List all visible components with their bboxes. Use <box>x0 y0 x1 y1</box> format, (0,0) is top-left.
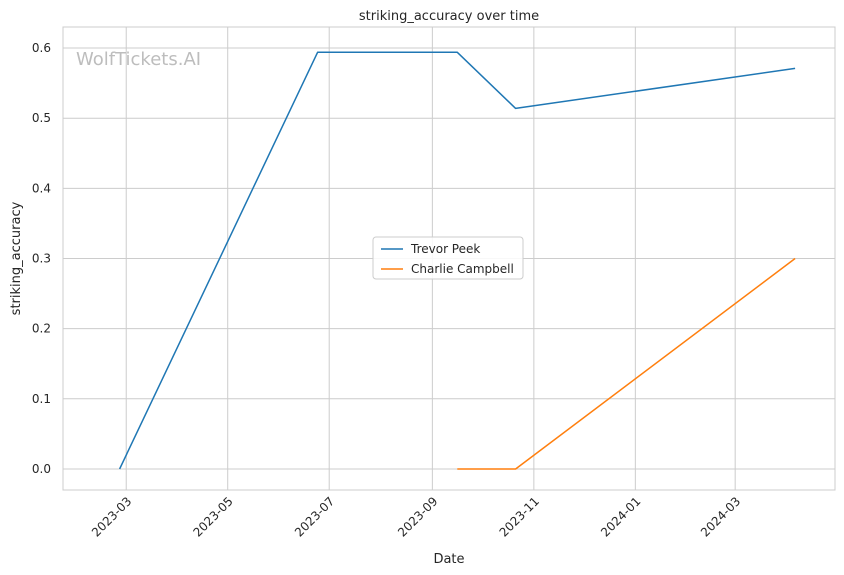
series-line <box>457 257 796 470</box>
y-tick-label: 0.4 <box>32 181 51 195</box>
series-line <box>118 51 796 470</box>
legend-box <box>372 236 524 280</box>
y-axis-ticks: 0.0 0.1 0.2 0.3 0.4 0.5 0.6 <box>32 41 51 476</box>
legend-entry: Charlie Campbell <box>411 262 514 276</box>
legend: Trevor Peek Charlie Campbell <box>372 236 524 280</box>
watermark: WolfTickets.AI <box>76 49 201 70</box>
y-tick-label: 0.6 <box>32 41 51 55</box>
chart-title: striking_accuracy over time <box>359 9 539 24</box>
legend-entry: Trevor Peek <box>410 242 480 256</box>
y-tick-label: 0.3 <box>32 252 51 266</box>
x-axis-label: Date <box>433 552 464 567</box>
y-tick-label: 0.0 <box>32 462 51 476</box>
plot-area-frame <box>62 26 836 491</box>
series-layer <box>118 51 796 470</box>
y-tick-label: 0.5 <box>32 111 51 125</box>
y-tick-label: 0.2 <box>32 322 51 336</box>
y-tick-label: 0.1 <box>32 392 51 406</box>
y-axis-label: striking_accuracy <box>9 201 24 315</box>
